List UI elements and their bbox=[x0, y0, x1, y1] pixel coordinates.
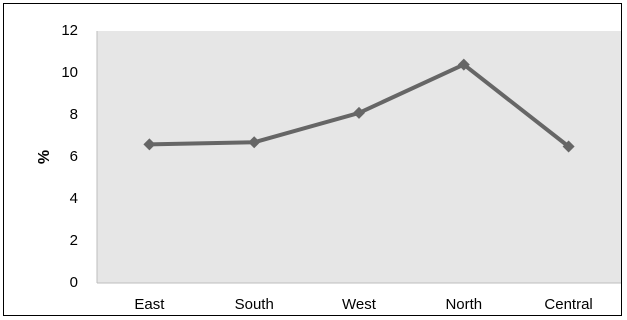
series-layer bbox=[143, 58, 575, 153]
y-tick-label: 2 bbox=[70, 232, 78, 249]
x-tick-label: Central bbox=[544, 296, 592, 313]
y-axis-label: % bbox=[36, 150, 53, 164]
x-tick-label: East bbox=[134, 296, 165, 313]
plot-area bbox=[97, 31, 621, 283]
y-tick-label: 4 bbox=[70, 190, 78, 207]
x-tick-label: South bbox=[235, 296, 274, 313]
y-tick-label: 8 bbox=[70, 106, 78, 123]
x-tick-labels: East South West North Central bbox=[134, 296, 592, 313]
y-tick-label: 6 bbox=[70, 148, 78, 165]
data-point-marker bbox=[248, 136, 261, 149]
y-tick-label: 10 bbox=[61, 64, 78, 81]
data-point-marker bbox=[562, 140, 575, 153]
y-tick-label: 12 bbox=[61, 22, 78, 39]
y-tick-labels: 0 2 4 6 8 10 12 bbox=[61, 22, 78, 291]
y-tick-label: 0 bbox=[70, 274, 78, 291]
data-point-marker bbox=[353, 106, 365, 119]
x-tick-label: West bbox=[342, 296, 377, 313]
x-tick-label: North bbox=[445, 296, 482, 313]
data-point-marker bbox=[143, 138, 156, 151]
data-point-marker bbox=[457, 58, 470, 71]
